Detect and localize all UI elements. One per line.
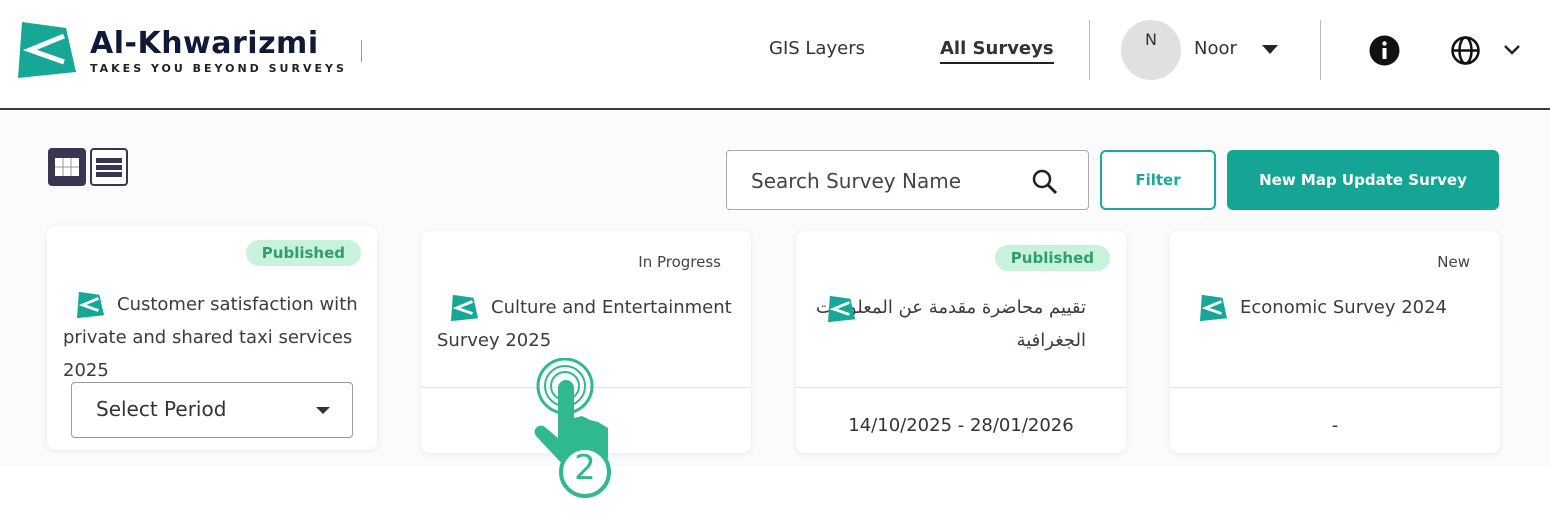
- info-icon[interactable]: [1369, 35, 1400, 66]
- grid-icon: [55, 158, 79, 176]
- chevron-down-icon: [316, 407, 330, 414]
- survey-title: Culture and Entertainment Survey 2025: [437, 291, 735, 357]
- survey-icon: [451, 294, 479, 322]
- globe-icon[interactable]: [1450, 35, 1481, 66]
- logo[interactable]: [18, 22, 78, 78]
- list-view-button[interactable]: [90, 148, 128, 186]
- filter-button[interactable]: Filter: [1100, 150, 1216, 210]
- nav-all-surveys[interactable]: All Surveys: [940, 38, 1054, 64]
- main-content: Search Survey Name Filter New Map Update…: [0, 112, 1550, 466]
- survey-card[interactable]: In Progress Culture and Entertainment Su…: [421, 231, 751, 453]
- divider: [1320, 20, 1321, 80]
- search-placeholder: Search Survey Name: [751, 169, 961, 193]
- status-badge: Published: [994, 245, 1110, 271]
- survey-icon: [1200, 294, 1228, 322]
- divider: [361, 40, 362, 62]
- status-badge: Published: [245, 240, 361, 266]
- status-badge: New: [1437, 253, 1470, 271]
- brand-tagline: TAKES YOU BEYOND SURVEYS: [90, 62, 347, 75]
- survey-dates: 14/10/2025 - 28/01/2026: [796, 387, 1126, 453]
- new-map-update-survey-button[interactable]: New Map Update Survey: [1227, 150, 1499, 210]
- logo-icon: [18, 22, 76, 78]
- brand-name: Al-Khwarizmi: [90, 26, 319, 61]
- survey-card[interactable]: Published Customer satisfaction with pri…: [47, 226, 377, 450]
- survey-title: Economic Survey 2024: [1186, 291, 1484, 324]
- survey-icon: [828, 295, 856, 323]
- survey-card[interactable]: Published تقييم محاضرة مقدمة عن المعلوما…: [796, 231, 1126, 453]
- user-name[interactable]: Noor: [1194, 38, 1237, 59]
- search-icon[interactable]: [1032, 169, 1058, 195]
- survey-dates: -: [1170, 387, 1500, 453]
- step-number: 2: [574, 448, 596, 488]
- divider: [1089, 20, 1090, 80]
- chevron-down-icon[interactable]: [1262, 45, 1278, 55]
- select-period-dropdown[interactable]: Select Period: [71, 382, 353, 438]
- grid-view-button[interactable]: [48, 148, 86, 186]
- survey-dates: [421, 387, 751, 453]
- status-badge: In Progress: [638, 253, 721, 271]
- nav-gis-layers[interactable]: GIS Layers: [769, 38, 865, 59]
- survey-card[interactable]: New Economic Survey 2024 -: [1170, 231, 1500, 453]
- header: Al-Khwarizmi TAKES YOU BEYOND SURVEYS GI…: [0, 0, 1550, 110]
- survey-icon: [77, 291, 105, 319]
- chevron-down-icon[interactable]: [1503, 44, 1521, 56]
- tap-hand-icon: [534, 358, 611, 498]
- list-icon: [96, 158, 122, 177]
- search-input[interactable]: Search Survey Name: [726, 150, 1089, 210]
- survey-title: Customer satisfaction with private and s…: [63, 288, 361, 387]
- avatar[interactable]: N: [1121, 20, 1181, 80]
- survey-title: تقييم محاضرة مقدمة عن المعلومات الجغرافي…: [815, 297, 1086, 351]
